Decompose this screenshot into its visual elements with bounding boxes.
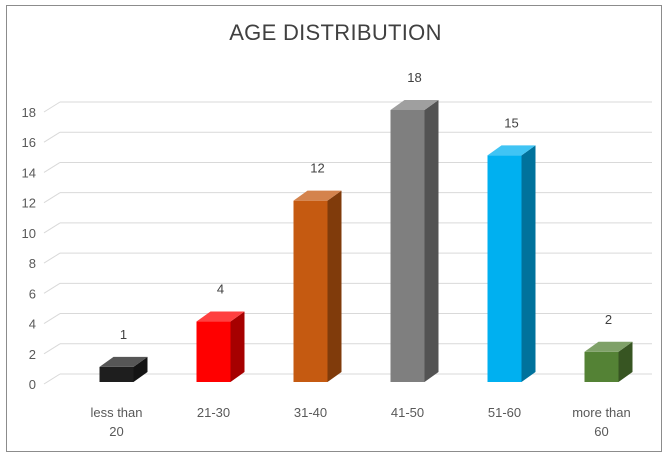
category-label: 51-60 (488, 405, 521, 420)
y-tick-label: 8 (29, 256, 36, 271)
category-label: 21-30 (197, 405, 230, 420)
bar-side (230, 311, 245, 382)
bar-side (618, 341, 633, 382)
y-tick-label: 18 (22, 105, 36, 120)
y-tick-label: 16 (22, 135, 36, 150)
data-label: 18 (407, 70, 421, 85)
y-tick-label: 4 (29, 317, 36, 332)
bar-side (424, 100, 439, 382)
y-tick-label: 0 (29, 377, 36, 392)
bar (584, 351, 619, 382)
bar-side (327, 190, 342, 382)
gridline-edge (43, 282, 61, 294)
bar (487, 155, 522, 382)
bar (196, 321, 231, 382)
gridline-edge (43, 131, 61, 143)
bar-top (196, 311, 245, 322)
gridline-edge (43, 252, 61, 264)
bar-top (99, 356, 148, 367)
category-label: less than (90, 405, 142, 420)
y-tick-label: 12 (22, 196, 36, 211)
bar-top (293, 190, 342, 201)
bar-top (584, 341, 633, 352)
gridline-edge (43, 162, 61, 173)
category-label: 31-40 (294, 405, 327, 420)
y-tick-label: 2 (29, 347, 36, 362)
data-label: 12 (310, 161, 324, 176)
bar (390, 110, 425, 382)
y-tick-label: 14 (22, 165, 36, 180)
gridline-edge (43, 343, 61, 355)
bar (293, 200, 328, 382)
data-label: 2 (605, 312, 612, 327)
data-label: 15 (504, 115, 518, 130)
category-label: 60 (594, 424, 608, 439)
y-tick-label: 10 (22, 226, 36, 241)
gridline-edge (43, 222, 61, 234)
gridline-edge (43, 313, 61, 324)
category-label: more than (572, 405, 631, 420)
category-label: 41-50 (391, 405, 424, 420)
y-tick-label: 6 (29, 286, 36, 301)
bar-side (133, 356, 148, 382)
data-label: 4 (217, 282, 224, 297)
chart-title: AGE DISTRIBUTION (229, 20, 442, 45)
bar-top (487, 145, 536, 156)
gridline-edge (43, 192, 61, 204)
gridline-edge (43, 373, 61, 385)
gridline-edge (43, 101, 61, 113)
bar-top (390, 100, 439, 110)
data-label: 1 (120, 327, 127, 342)
category-label: 20 (109, 424, 123, 439)
bar (99, 366, 134, 382)
bar-side (521, 145, 536, 382)
